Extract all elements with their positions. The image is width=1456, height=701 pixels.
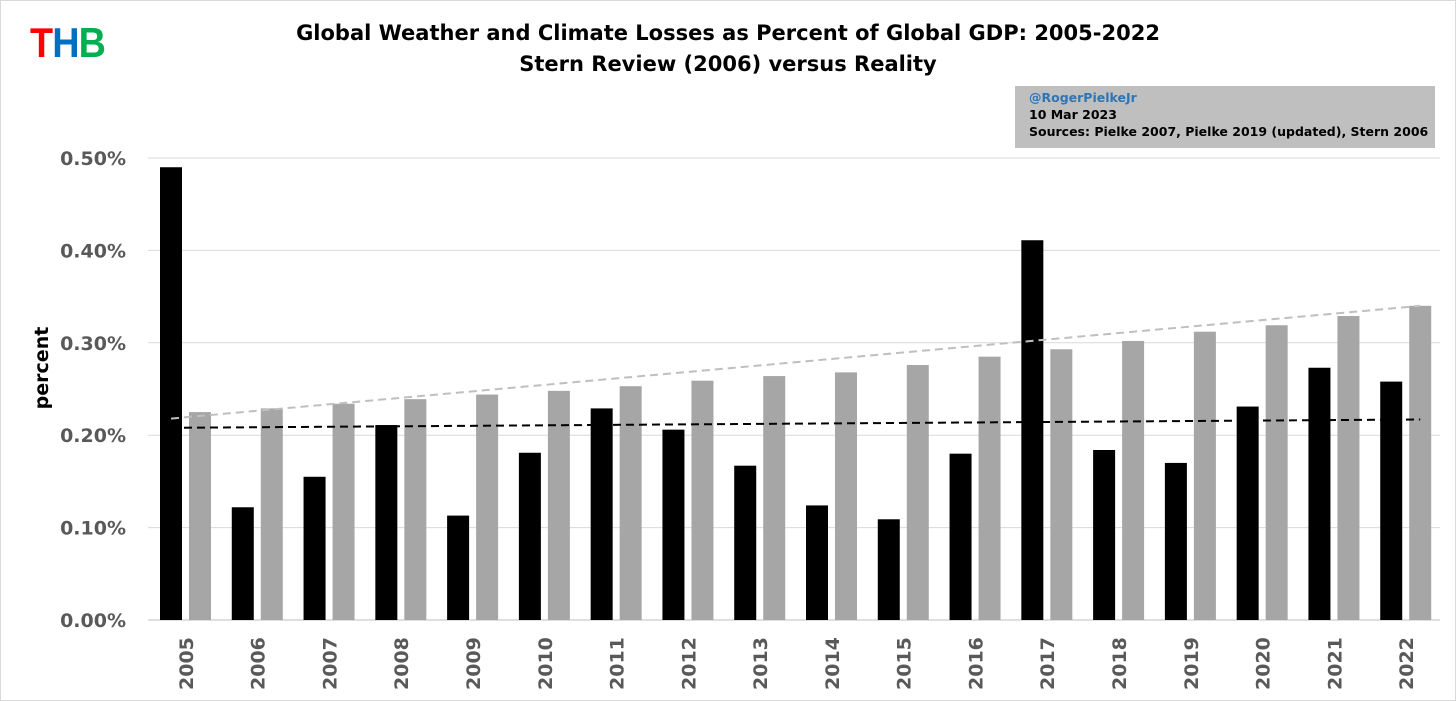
logo-t: T <box>30 19 53 66</box>
stern-bar-2018 <box>1122 340 1145 620</box>
x-tick-label: 2008 <box>391 637 413 690</box>
reality-bar-2021 <box>1308 367 1331 620</box>
stern-bar-2014 <box>835 372 857 620</box>
reality-bar-2017 <box>1021 240 1044 620</box>
logo-h: H <box>52 19 79 66</box>
y-tick-label: 0.40% <box>60 240 126 262</box>
annotation-sources: Sources: Pielke 2007, Pielke 2019 (updat… <box>1029 124 1429 139</box>
x-tick-label: 2007 <box>319 637 341 690</box>
stern-bar-2016 <box>978 356 1001 620</box>
reality-bar-2006 <box>231 507 254 620</box>
x-tick-label: 2006 <box>248 637 270 690</box>
x-tick-label: 2005 <box>176 637 198 690</box>
x-tick-label: 2013 <box>750 637 772 690</box>
x-tick-label: 2020 <box>1253 637 1275 690</box>
source-annotation: @RogerPielkeJr 10 Mar 2023 Sources: Piel… <box>1015 86 1435 148</box>
reality-bar-2011 <box>590 408 613 620</box>
x-tick-label: 2011 <box>607 637 629 690</box>
reality-bar-2016 <box>949 453 972 620</box>
stern-bar-2019 <box>1193 331 1216 620</box>
stern-bar-2008 <box>404 399 427 620</box>
x-tick-label: 2016 <box>965 637 987 690</box>
x-tick-label: 2017 <box>1037 637 1059 690</box>
y-axis-label: percent <box>31 327 53 410</box>
reality-bar-2022 <box>1380 381 1403 620</box>
reality-bar-2007 <box>303 476 326 620</box>
reality-bar-2020 <box>1236 406 1259 620</box>
reality-bar-2019 <box>1164 462 1187 620</box>
reality-bar-2018 <box>1093 449 1116 620</box>
reality-bar-2005 <box>160 167 182 621</box>
stern-bar-2009 <box>476 394 499 620</box>
x-tick-label: 2019 <box>1181 637 1203 690</box>
thb-logo: THB <box>30 19 106 66</box>
annotation-date: 10 Mar 2023 <box>1029 107 1117 122</box>
x-tick-label: 2022 <box>1396 637 1418 690</box>
y-tick-label: 0.30% <box>60 333 126 355</box>
stern-bar-2021 <box>1337 316 1360 620</box>
reality-bar-2013 <box>734 465 757 620</box>
stern-bar-2020 <box>1265 325 1288 620</box>
author-handle: @RogerPielkeJr <box>1029 90 1137 105</box>
stern-bar-2017 <box>1050 349 1073 620</box>
stern-bar-2011 <box>619 386 642 620</box>
stern-trendline <box>170 304 1421 420</box>
y-tick-label: 0.10% <box>60 518 126 540</box>
x-tick-label: 2009 <box>463 637 485 690</box>
stern-bar-2010 <box>547 390 570 620</box>
stern-bar-2006 <box>260 408 283 620</box>
x-tick-label: 2012 <box>678 637 700 690</box>
y-tick-label: 0.00% <box>60 610 126 632</box>
chart-title-block: Global Weather and Climate Losses as Per… <box>0 18 1456 80</box>
reality-bar-2012 <box>662 429 685 620</box>
reality-bar-2008 <box>375 425 398 620</box>
x-tick-label: 2021 <box>1324 637 1346 690</box>
stern-bar-2012 <box>691 380 714 620</box>
y-tick-label: 0.50% <box>60 148 126 170</box>
reality-bar-2015 <box>877 519 900 620</box>
chart-subtitle: Stern Review (2006) versus Reality <box>519 52 937 76</box>
stern-bar-2013 <box>763 376 786 620</box>
stern-bar-2015 <box>906 364 929 620</box>
reality-bar-2010 <box>518 452 541 620</box>
x-tick-label: 2010 <box>535 637 557 690</box>
x-tick-label: 2018 <box>1109 637 1131 690</box>
x-tick-label: 2015 <box>894 637 916 690</box>
x-tick-label: 2014 <box>822 637 844 690</box>
logo-b: B <box>78 19 106 66</box>
stern-bar-2005 <box>189 412 211 620</box>
reality-trendline <box>170 418 1421 429</box>
stern-bar-2007 <box>332 403 355 620</box>
reality-bar-2014 <box>806 505 828 620</box>
chart-title: Global Weather and Climate Losses as Per… <box>296 21 1160 45</box>
stern-bar-2022 <box>1409 305 1432 620</box>
y-tick-label: 0.20% <box>60 425 126 447</box>
reality-bar-2009 <box>447 515 470 620</box>
